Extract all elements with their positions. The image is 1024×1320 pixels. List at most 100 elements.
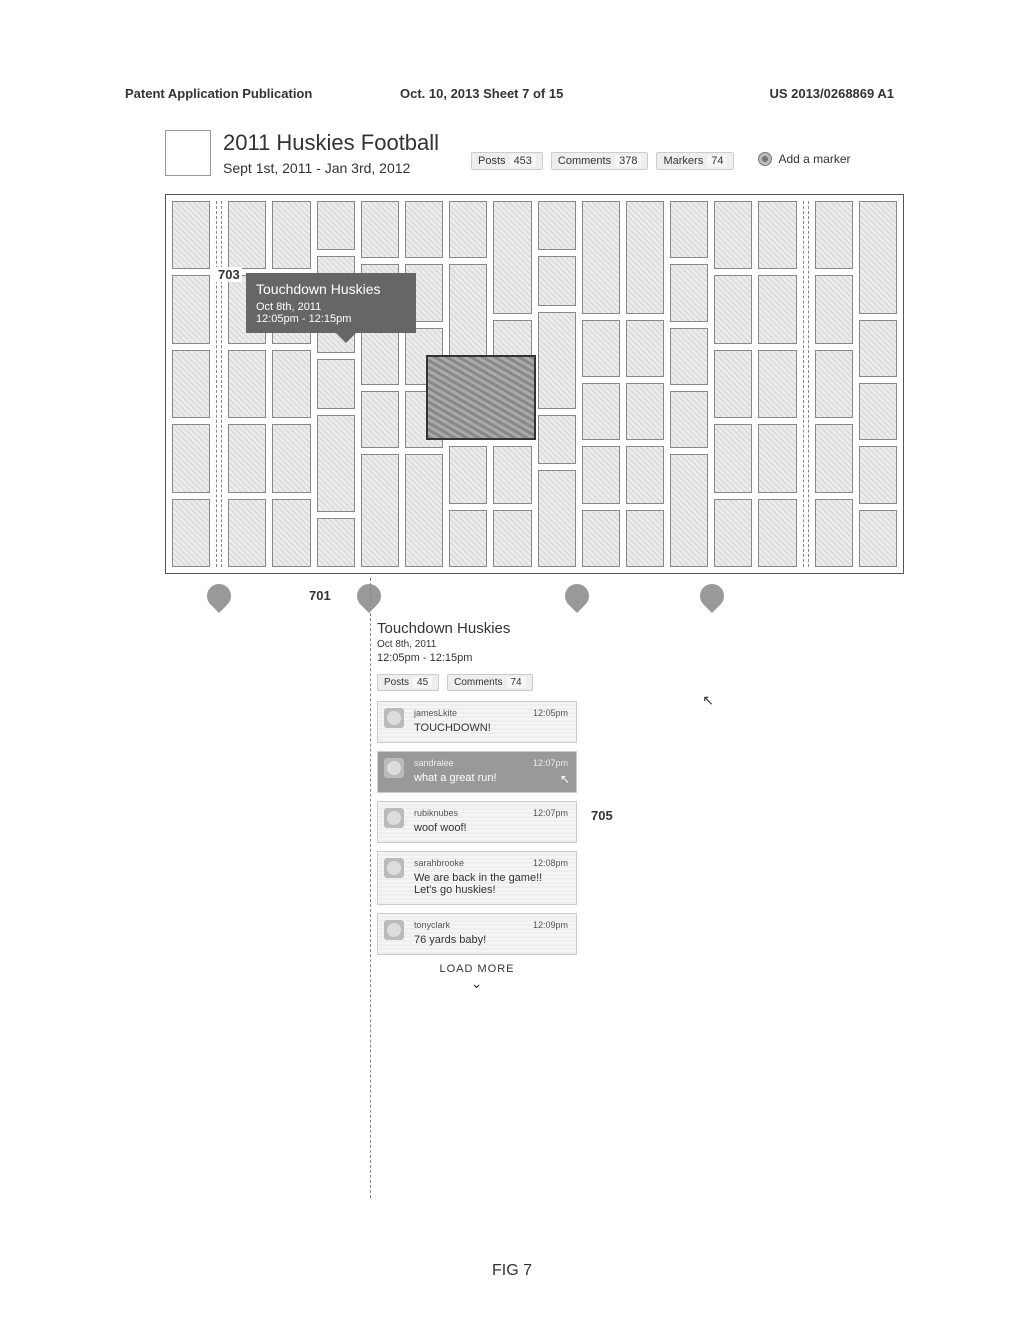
grid-column	[228, 201, 266, 567]
grid-tile[interactable]	[493, 446, 531, 503]
post-user: rubiknubes	[414, 808, 458, 818]
stat-markers-label: Markers	[663, 155, 703, 167]
timeline-marker-active[interactable]	[352, 579, 386, 613]
grid-tile[interactable]	[361, 454, 399, 567]
grid-tile[interactable]	[758, 499, 796, 567]
post-body: 76 yards baby!	[414, 934, 568, 946]
grid-tile[interactable]	[538, 470, 576, 567]
timeline-marker[interactable]	[560, 579, 594, 613]
grid-tile[interactable]	[859, 320, 897, 377]
grid-tile[interactable]	[815, 350, 853, 418]
grid-tile[interactable]	[815, 499, 853, 567]
grid-tile[interactable]	[172, 275, 210, 343]
add-marker-button[interactable]: Add a marker	[758, 152, 850, 166]
grid-tile[interactable]	[538, 201, 576, 250]
grid-tile[interactable]	[626, 446, 664, 503]
grid-tile[interactable]	[361, 391, 399, 448]
grid-tile[interactable]	[272, 499, 310, 567]
grid-tile[interactable]	[758, 350, 796, 418]
grid-tile[interactable]	[172, 350, 210, 418]
grid-tile[interactable]	[449, 510, 487, 567]
timeline-marker[interactable]	[202, 579, 236, 613]
grid-tile[interactable]	[538, 312, 576, 409]
grid-tile[interactable]	[172, 424, 210, 492]
grid-tile[interactable]	[815, 275, 853, 343]
grid-tile[interactable]	[172, 499, 210, 567]
grid-tile[interactable]	[582, 446, 620, 503]
grid-tile[interactable]	[670, 454, 708, 567]
detail-posts-count: 45	[413, 677, 432, 688]
stat-comments[interactable]: Comments 378	[551, 152, 649, 170]
stat-markers[interactable]: Markers 74	[656, 152, 734, 170]
grid-tile[interactable]	[228, 350, 266, 418]
grid-tile[interactable]	[361, 201, 399, 258]
grid-tile[interactable]	[172, 201, 210, 269]
grid-tile[interactable]	[714, 201, 752, 269]
grid-tile[interactable]	[670, 391, 708, 448]
grid-tile[interactable]	[758, 275, 796, 343]
grid-tile[interactable]	[582, 201, 620, 314]
grid-tile[interactable]	[361, 328, 399, 385]
grid-tile[interactable]	[714, 350, 752, 418]
grid-tile[interactable]	[449, 446, 487, 503]
grid-tile[interactable]	[228, 424, 266, 492]
post-user: tonyclark	[414, 920, 450, 930]
grid-tile[interactable]	[582, 510, 620, 567]
load-more-button[interactable]: LOAD MORE ⌄	[377, 963, 577, 992]
grid-tile[interactable]	[538, 415, 576, 464]
grid-tile[interactable]	[405, 201, 443, 258]
grid-tile[interactable]	[626, 201, 664, 314]
grid-tile[interactable]	[859, 510, 897, 567]
grid-tile[interactable]	[714, 499, 752, 567]
grid-tile[interactable]	[228, 201, 266, 269]
grid-tile[interactable]	[626, 320, 664, 377]
grid-tile[interactable]	[626, 383, 664, 440]
post-item[interactable]: tonyclark12:09pm76 yards baby!	[377, 913, 577, 955]
grid-gap	[803, 201, 809, 567]
post-item[interactable]: sarahbrooke12:08pmWe are back in the gam…	[377, 851, 577, 905]
grid-tile[interactable]	[815, 424, 853, 492]
grid-tile[interactable]	[670, 328, 708, 385]
grid-column	[670, 201, 708, 567]
grid-tile[interactable]	[758, 201, 796, 269]
post-time: 12:05pm	[533, 708, 568, 718]
grid-tile[interactable]	[405, 454, 443, 567]
timeline-marker[interactable]	[695, 579, 729, 613]
grid-tile[interactable]	[859, 383, 897, 440]
post-item[interactable]: rubiknubes12:07pmwoof woof!	[377, 801, 577, 843]
grid-tile[interactable]	[758, 424, 796, 492]
grid-tile[interactable]	[582, 320, 620, 377]
featured-tile[interactable]	[426, 355, 536, 440]
grid-tile[interactable]	[317, 518, 355, 567]
grid-tile[interactable]	[626, 510, 664, 567]
grid-tile[interactable]	[317, 415, 355, 512]
grid-tile[interactable]	[714, 424, 752, 492]
grid-tile[interactable]	[317, 359, 355, 408]
grid-tile[interactable]	[272, 424, 310, 492]
grid-tile[interactable]	[272, 350, 310, 418]
grid-tile[interactable]	[859, 446, 897, 503]
grid-tile[interactable]	[272, 201, 310, 269]
post-item[interactable]: jamesLkite12:05pmTOUCHDOWN!	[377, 701, 577, 743]
grid-tile[interactable]	[714, 275, 752, 343]
grid-tile[interactable]	[317, 201, 355, 250]
grid-tile[interactable]	[228, 499, 266, 567]
main-panel: 2011 Huskies Football Sept 1st, 2011 - J…	[165, 130, 904, 992]
grid-tile[interactable]	[670, 201, 708, 258]
grid-tile[interactable]	[582, 383, 620, 440]
marker-tooltip: Touchdown Huskies Oct 8th, 2011 12:05pm …	[246, 273, 416, 333]
grid-tile[interactable]	[493, 201, 531, 314]
grid-tile[interactable]	[815, 201, 853, 269]
grid-tile[interactable]	[670, 264, 708, 321]
timeline-grid[interactable]: 703 Touchdown Huskies Oct 8th, 2011 12:0…	[165, 194, 904, 574]
grid-tile[interactable]	[449, 201, 487, 258]
grid-tile[interactable]	[493, 510, 531, 567]
grid-column	[758, 201, 796, 567]
post-item[interactable]: sandralee12:07pmwhat a great run!↖	[377, 751, 577, 793]
grid-tile[interactable]	[538, 256, 576, 305]
detail-stat-posts[interactable]: Posts 45	[377, 674, 439, 691]
detail-stat-comments[interactable]: Comments 74	[447, 674, 532, 691]
grid-tile[interactable]	[859, 201, 897, 314]
figure-label: FIG 7	[0, 1262, 1024, 1280]
stat-posts[interactable]: Posts 453	[471, 152, 543, 170]
